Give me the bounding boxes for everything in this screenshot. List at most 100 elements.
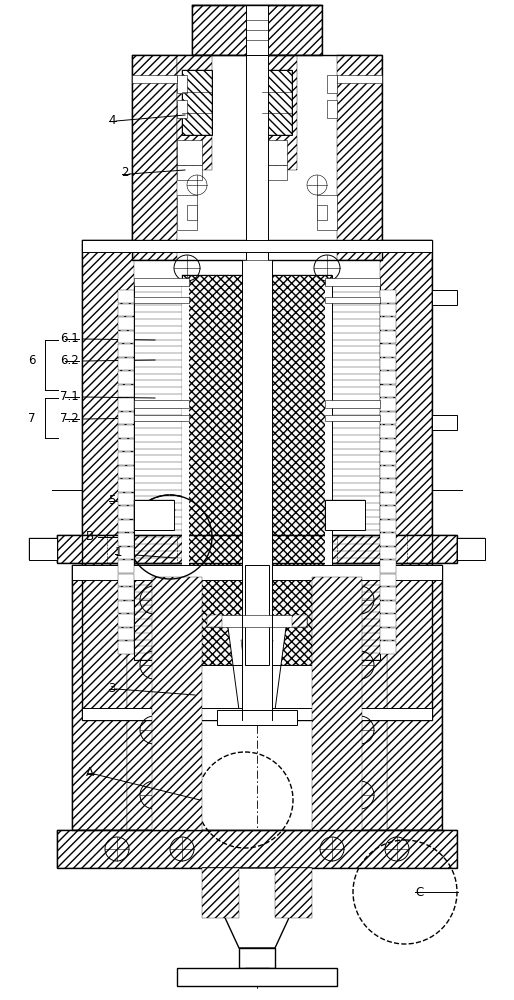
Bar xyxy=(317,195,337,230)
Text: 4: 4 xyxy=(108,113,116,126)
Bar xyxy=(380,493,396,505)
Bar xyxy=(134,415,189,421)
Bar xyxy=(327,100,337,118)
Bar xyxy=(380,290,396,303)
Bar xyxy=(380,452,396,465)
Bar xyxy=(118,344,134,357)
Bar xyxy=(325,285,332,660)
Bar xyxy=(317,205,327,220)
Bar xyxy=(134,285,189,660)
Bar xyxy=(57,830,457,868)
Bar xyxy=(72,565,442,830)
Bar xyxy=(380,331,396,343)
Bar xyxy=(82,240,134,720)
Bar xyxy=(177,55,212,170)
Bar xyxy=(177,140,202,165)
Bar xyxy=(82,240,432,252)
Bar xyxy=(118,371,134,384)
Bar xyxy=(245,565,269,665)
Text: B: B xyxy=(86,530,94,544)
Bar xyxy=(182,70,212,135)
Bar xyxy=(325,285,380,660)
Polygon shape xyxy=(202,868,312,948)
Text: 5: 5 xyxy=(108,493,116,506)
Bar xyxy=(380,533,396,546)
Text: 2: 2 xyxy=(121,166,128,180)
Bar xyxy=(118,439,134,451)
Bar xyxy=(387,565,442,830)
Bar xyxy=(380,240,432,720)
Text: 7.2: 7.2 xyxy=(60,412,79,424)
Bar xyxy=(57,535,457,563)
Bar xyxy=(118,574,134,586)
Bar xyxy=(337,75,382,83)
Bar xyxy=(118,547,134,559)
Bar xyxy=(380,358,396,370)
Bar xyxy=(132,75,177,83)
Bar xyxy=(380,506,396,519)
Bar xyxy=(380,466,396,478)
Bar xyxy=(152,577,202,830)
Text: 3: 3 xyxy=(108,682,116,694)
Bar xyxy=(132,55,382,260)
Bar xyxy=(242,260,272,720)
Bar xyxy=(118,493,134,505)
Bar xyxy=(57,830,457,868)
Bar xyxy=(246,55,268,265)
Bar xyxy=(127,565,177,830)
Bar xyxy=(432,415,457,430)
Text: A: A xyxy=(86,766,94,780)
Bar xyxy=(239,948,275,968)
Polygon shape xyxy=(241,640,273,705)
Bar xyxy=(380,574,396,586)
Bar xyxy=(217,710,297,725)
Bar xyxy=(380,344,396,357)
Bar xyxy=(177,195,197,230)
Bar xyxy=(118,614,134,627)
Bar xyxy=(380,398,396,411)
Bar xyxy=(262,55,297,170)
Bar xyxy=(380,601,396,613)
Bar xyxy=(182,275,332,665)
Bar xyxy=(118,331,134,343)
Bar xyxy=(457,538,485,560)
Bar xyxy=(380,479,396,492)
Bar xyxy=(262,70,292,135)
Bar xyxy=(207,615,222,627)
Text: 7: 7 xyxy=(28,412,36,424)
Bar xyxy=(177,165,202,180)
Text: 6.1: 6.1 xyxy=(60,332,79,344)
Bar xyxy=(182,285,189,660)
Bar xyxy=(202,868,239,918)
Bar xyxy=(72,565,442,580)
Bar xyxy=(118,398,134,411)
Bar xyxy=(118,533,134,546)
Bar xyxy=(245,968,269,978)
Text: 1: 1 xyxy=(114,546,122,560)
Bar xyxy=(327,75,337,93)
Bar xyxy=(118,520,134,532)
Bar xyxy=(72,565,127,830)
Bar xyxy=(380,628,396,640)
Bar xyxy=(187,205,197,220)
Bar xyxy=(118,317,134,330)
Bar xyxy=(118,560,134,573)
Bar xyxy=(118,506,134,519)
Bar xyxy=(262,140,287,165)
Bar xyxy=(177,968,337,986)
Bar xyxy=(325,297,380,303)
Bar xyxy=(118,385,134,397)
Bar xyxy=(380,385,396,397)
Bar xyxy=(337,55,382,260)
Bar xyxy=(118,412,134,424)
Bar xyxy=(118,641,134,654)
Bar xyxy=(118,358,134,370)
Bar xyxy=(380,547,396,559)
Bar xyxy=(118,628,134,640)
Bar xyxy=(177,75,187,93)
Bar xyxy=(118,479,134,492)
Bar xyxy=(118,452,134,465)
Bar xyxy=(134,500,174,530)
Bar xyxy=(380,317,396,330)
Bar xyxy=(337,565,387,830)
